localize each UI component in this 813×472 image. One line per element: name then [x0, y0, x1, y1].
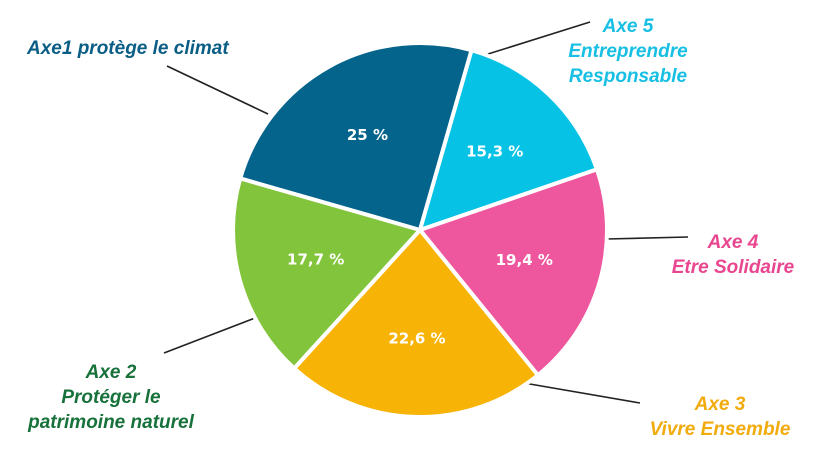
value-label-axe5: 15,3 % [466, 142, 523, 160]
slice-label-axe1-line-1: Axe1 protège le climat [27, 38, 229, 59]
pie-slice-axe4 [418, 167, 609, 378]
slice-label-axe5-line-1: Axe 5 [602, 16, 654, 37]
pie-slice-axe5 [418, 48, 599, 232]
leader-lines [163, 21, 689, 404]
value-label-axe2: 17,7 % [287, 251, 344, 269]
pie-slice-axe2 [231, 176, 422, 371]
slice-label-axe4-line-1: Axe 4 [707, 232, 759, 253]
slice-label-axe3-line-1: Axe 3 [694, 394, 746, 415]
slice-label-axe1: Axe1 protège le climat [27, 36, 229, 61]
slice-label-axe4: Axe 4 Etre Solidaire [660, 230, 806, 280]
value-label-axe3: 22,6 % [388, 329, 445, 347]
leader-line-axe1 [166, 65, 269, 115]
slice-label-axe4-line-2: Etre Solidaire [671, 257, 795, 278]
value-label-axe1: 25 % [347, 126, 388, 144]
slice-label-axe3: Axe 3 Vivre Ensemble [640, 392, 800, 442]
slice-label-axe5-line-3: Responsable [568, 66, 688, 87]
slice-label-axe2-line-3: patrimoine naturel [28, 412, 194, 433]
pie-slice-axe1 [238, 41, 474, 232]
slice-label-axe2-line-1: Axe 2 [85, 362, 137, 383]
slice-label-axe5-line-2: Entreprendre [568, 41, 688, 62]
slice-label-axe2-line-2: Protéger le [61, 387, 161, 408]
leader-line-axe5 [487, 21, 591, 55]
pie-value-labels: 25 % 15,3 % 19,4 % 22,6 % 17,7 % [287, 126, 553, 347]
pie-slice-axe3 [292, 228, 540, 419]
slice-label-axe2: Axe 2 Protéger le patrimoine naturel [8, 360, 214, 435]
leader-line-axe4 [605, 236, 689, 240]
slice-label-axe5: Axe 5 Entreprendre Responsable [563, 14, 693, 89]
slice-label-axe3-line-2: Vivre Ensemble [649, 419, 791, 440]
leader-line-axe2 [163, 317, 256, 354]
pie-slices [231, 41, 609, 419]
value-label-axe4: 19,4 % [496, 251, 553, 269]
leader-line-axe3 [523, 382, 641, 404]
